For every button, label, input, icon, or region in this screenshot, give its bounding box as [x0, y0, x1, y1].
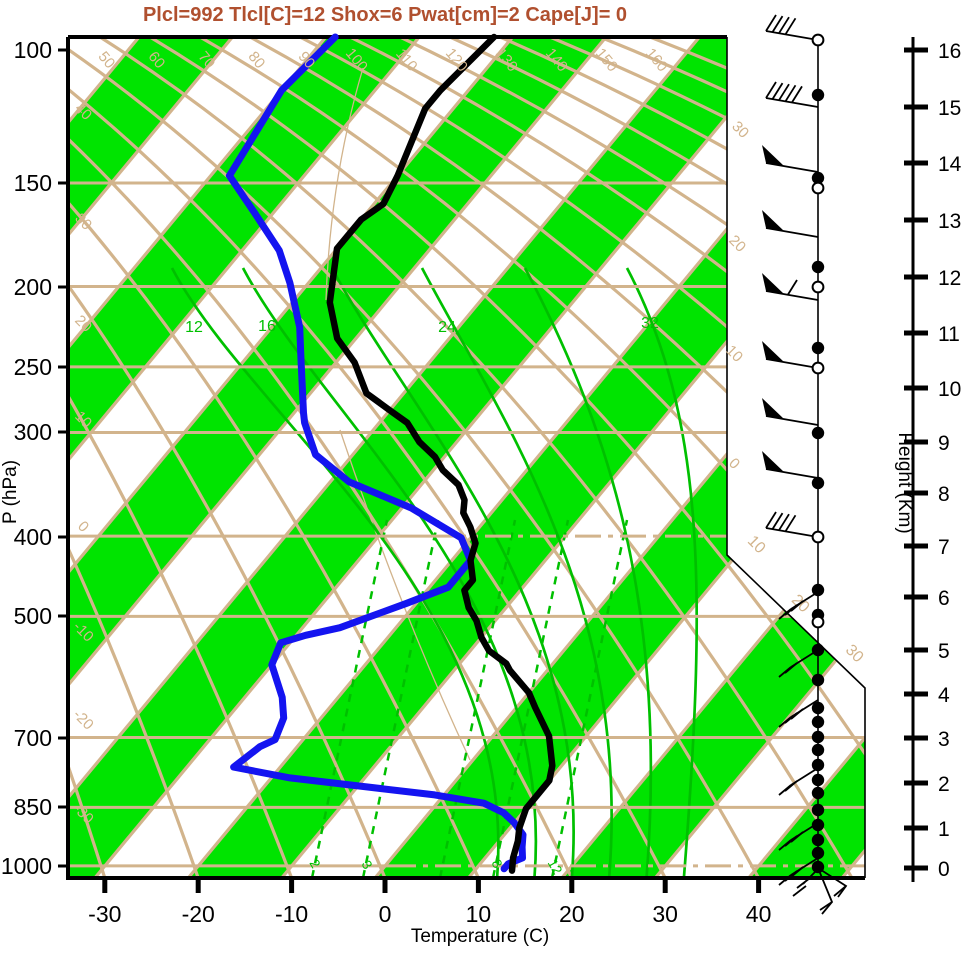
svg-text:40: 40 [746, 901, 772, 927]
svg-text:5: 5 [938, 640, 950, 663]
height-axis-title: Height (Km) [894, 432, 915, 533]
svg-text:12: 12 [185, 319, 203, 336]
svg-text:6: 6 [938, 587, 950, 610]
svg-text:-20: -20 [70, 706, 97, 733]
svg-text:3: 3 [938, 728, 950, 751]
svg-text:14: 14 [938, 153, 961, 176]
svg-text:250: 250 [14, 354, 52, 380]
svg-text:150: 150 [14, 170, 52, 196]
chart-title: Plcl=992 Tlcl[C]=12 Shox=6 Pwat[cm]=2 Ca… [142, 4, 628, 26]
dewpoint-curve [225, 33, 527, 873]
svg-text:10: 10 [466, 901, 492, 927]
svg-text:8: 8 [938, 483, 950, 506]
svg-text:10: 10 [722, 342, 746, 366]
svg-text:3: 3 [359, 858, 376, 872]
svg-text:30: 30 [842, 642, 867, 667]
svg-text:160: 160 [642, 45, 671, 75]
svg-text:16: 16 [938, 40, 961, 63]
svg-text:400: 400 [14, 524, 52, 550]
svg-text:4: 4 [938, 684, 950, 707]
svg-text:0: 0 [938, 858, 950, 881]
svg-text:850: 850 [14, 794, 52, 820]
svg-text:16: 16 [258, 318, 276, 335]
svg-text:2: 2 [938, 773, 950, 796]
svg-text:10: 10 [744, 533, 769, 558]
svg-text:100: 100 [14, 37, 52, 63]
svg-text:32: 32 [641, 315, 659, 332]
svg-text:13: 13 [938, 210, 961, 233]
svg-text:20: 20 [725, 232, 749, 256]
svg-text:1000: 1000 [1, 853, 52, 879]
svg-text:-20: -20 [182, 901, 215, 927]
svg-text:0: 0 [725, 455, 743, 473]
svg-text:80: 80 [245, 48, 269, 72]
svg-text:-30: -30 [88, 901, 121, 927]
svg-text:9: 9 [938, 432, 950, 455]
svg-text:10: 10 [938, 378, 961, 401]
svg-text:24: 24 [438, 319, 456, 336]
svg-text:15: 15 [938, 97, 961, 120]
sounding-curves [225, 33, 556, 874]
svg-text:1: 1 [938, 818, 950, 841]
svg-text:0: 0 [74, 518, 92, 536]
svg-text:-10: -10 [275, 901, 308, 927]
svg-text:500: 500 [14, 603, 52, 629]
svg-text:0: 0 [379, 901, 392, 927]
temperature-curve [326, 33, 556, 874]
svg-text:700: 700 [14, 725, 52, 751]
svg-text:12: 12 [938, 267, 961, 290]
svg-text:2: 2 [307, 857, 324, 871]
svg-text:30: 30 [728, 118, 752, 142]
svg-text:200: 200 [14, 274, 52, 300]
wind-barb-column [762, 14, 848, 915]
svg-text:20: 20 [559, 901, 585, 927]
temperature-axis-title: Temperature (C) [411, 926, 549, 947]
svg-text:30: 30 [652, 901, 678, 927]
svg-text:11: 11 [938, 323, 960, 346]
plot-frame [66, 35, 866, 880]
svg-text:7: 7 [938, 536, 950, 559]
svg-text:300: 300 [14, 419, 52, 445]
svg-text:12: 12 [545, 856, 566, 877]
pressure-axis-title: P (hPa) [0, 460, 21, 524]
